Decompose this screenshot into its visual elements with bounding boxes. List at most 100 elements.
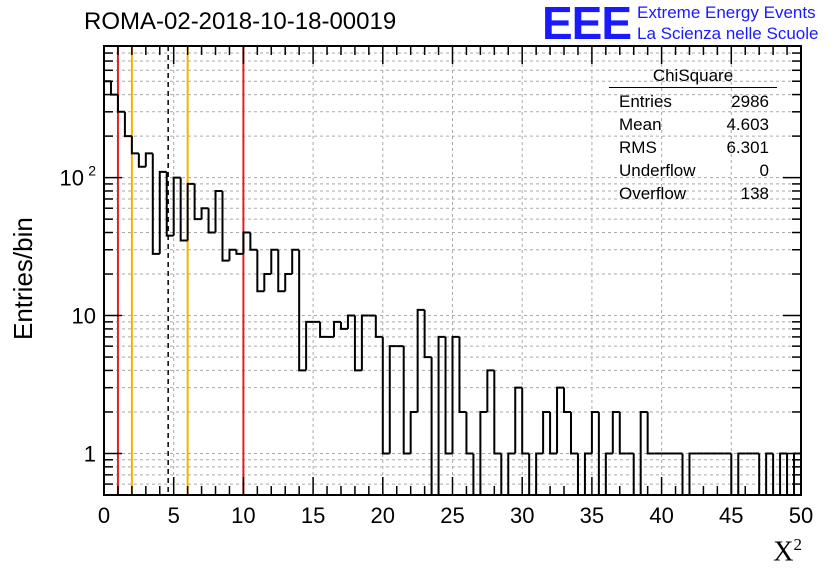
- histogram-bin: [479, 410, 488, 495]
- run-title: ROMA-02-2018-10-18-00019: [84, 8, 397, 35]
- vertical-marker-lines: [116, 46, 245, 495]
- histogram-bin: [688, 452, 697, 495]
- histogram-bin: [563, 387, 571, 413]
- stats-value: 138: [740, 184, 769, 203]
- x-tick-label: 0: [98, 503, 110, 528]
- x-axis-label-superscript: 2: [793, 534, 803, 554]
- histogram-bin: [151, 153, 160, 255]
- x-tick-label: 5: [168, 503, 180, 528]
- histogram-bin: [444, 336, 453, 455]
- histogram-bin: [590, 410, 599, 454]
- logo-line-1: Extreme Energy Events: [637, 3, 816, 22]
- stats-label: Underflow: [619, 161, 696, 180]
- histogram-bin: [493, 370, 502, 455]
- histogram-bin: [256, 249, 265, 293]
- histogram-bin: [765, 452, 774, 495]
- stats-row-rms: RMS 6.301: [609, 136, 777, 159]
- histogram-bin: [130, 136, 139, 155]
- x-axis-label: X2: [773, 535, 802, 568]
- stats-label: Entries: [619, 92, 672, 111]
- eee-logo: EEE: [542, 0, 632, 49]
- histogram-bin: [346, 314, 355, 329]
- histogram-bin: [542, 410, 551, 454]
- histogram-bin: [270, 248, 279, 275]
- histogram-bin: [486, 369, 495, 412]
- histogram-bin: [360, 314, 369, 371]
- histogram-bin: [514, 386, 523, 454]
- histogram-bin: [618, 411, 627, 455]
- histogram-bin: [284, 273, 293, 292]
- histogram-bin: [569, 411, 578, 455]
- stats-row-underflow: Underflow 0: [609, 159, 777, 182]
- histogram-bin: [123, 111, 132, 138]
- histogram-bin: [409, 410, 418, 454]
- histogram-bin: [186, 182, 195, 241]
- histogram-bin: [388, 345, 397, 454]
- axis-ticks: [103, 46, 802, 495]
- histogram-bin: [235, 249, 244, 255]
- histogram-bin: [611, 410, 620, 454]
- stats-value: 0: [759, 161, 769, 180]
- histogram-bin: [521, 387, 530, 455]
- histogram-bin: [549, 411, 558, 455]
- histogram-bin: [207, 208, 216, 234]
- histogram-bin: [179, 177, 188, 242]
- histogram-bin: [214, 189, 223, 233]
- x-tick-label: 45: [719, 503, 743, 528]
- histogram-bin: [381, 336, 390, 455]
- stats-value: 4.603: [726, 115, 769, 134]
- x-tick-label: 35: [580, 503, 604, 528]
- histogram-bin: [465, 411, 474, 455]
- histogram-bin: [556, 386, 565, 454]
- histogram-bin: [137, 153, 146, 168]
- histogram-bin: [451, 335, 460, 454]
- y-tick-label: 10: [72, 304, 96, 329]
- histogram-bin: [144, 152, 153, 167]
- histogram-bin: [165, 171, 174, 237]
- histogram-bin: [249, 232, 258, 251]
- histogram-bin: [535, 452, 544, 495]
- stats-row-entries: Entries 2986: [609, 90, 777, 113]
- x-tick-label: 25: [440, 503, 464, 528]
- histogram-bin: [291, 248, 300, 275]
- histogram-bin: [353, 315, 362, 372]
- histogram-bin: [437, 335, 446, 495]
- histogram-bin: [228, 248, 237, 261]
- x-tick-label: 20: [371, 503, 395, 528]
- histogram-bin: [423, 309, 432, 359]
- histogram-bin: [263, 273, 272, 292]
- stats-row-overflow: Overflow 138: [609, 182, 777, 205]
- x-tick-label: 40: [649, 503, 673, 528]
- histogram-bin: [242, 231, 251, 254]
- stats-title: ChiSquare: [609, 66, 777, 88]
- histogram-bin: [298, 249, 307, 372]
- histogram-bin: [305, 320, 314, 371]
- y-axis-label: Entries/bin: [8, 217, 38, 340]
- histogram-bin: [319, 321, 328, 338]
- stats-label: Overflow: [619, 184, 687, 203]
- x-tick-label: 50: [789, 503, 813, 528]
- x-tick-label: 10: [231, 503, 255, 528]
- histogram-bin: [200, 207, 209, 220]
- histogram-bin: [333, 320, 341, 337]
- stats-label: Mean: [619, 115, 662, 134]
- histogram-bin: [583, 452, 592, 495]
- histogram-bin: [277, 249, 286, 293]
- histogram-bin: [646, 411, 655, 455]
- logo-line-2: La Scienza nelle Scuole: [637, 24, 819, 43]
- y-tick-label: 1: [84, 441, 96, 466]
- histogram-bin: [402, 346, 411, 455]
- stats-label: RMS: [619, 138, 657, 157]
- histogram-bin: [221, 190, 230, 262]
- y-tick-label-superscript: 2: [88, 163, 96, 179]
- histogram-bin: [193, 183, 202, 221]
- histogram-bin: [737, 452, 746, 495]
- histogram-bin: [339, 321, 348, 330]
- histogram-bin: [116, 94, 125, 113]
- histogram-bin: [639, 410, 648, 495]
- stats-value: 6.301: [726, 138, 769, 157]
- histogram-bin: [374, 315, 383, 338]
- x-axis-label-base: X: [773, 536, 794, 567]
